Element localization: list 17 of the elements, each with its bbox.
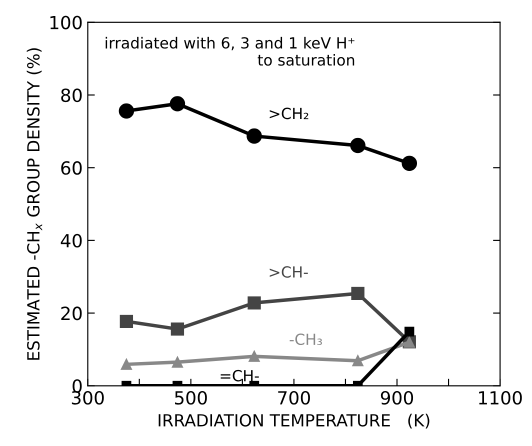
x-tick-label: 900 (380, 390, 414, 405)
y-tick-label: 40 (60, 234, 82, 248)
x-axis-title: IRRADIATION TEMPERATURE (K) (158, 414, 430, 429)
y-tick-label: 80 (61, 88, 82, 102)
series-label: -CH₃ (290, 334, 322, 346)
x-tick-label: 700 (278, 390, 310, 405)
y-tick-label: 20 (61, 306, 82, 320)
x-tick-label: 500 (175, 390, 207, 405)
series-label: =CH- (220, 370, 259, 382)
annotation: irradiated with 6, 3 and 1 keV H⁺ to saturation (106, 36, 354, 66)
y-tick-label: 100 (50, 16, 82, 30)
y-axis-title: ESTIMATED -CH$_{x}$ GROUP DENSITY (%) (26, 48, 42, 360)
x-tick-label: 300 (72, 390, 104, 405)
x-tick-label: 1100 (479, 390, 522, 405)
series-label: >CH₂ (270, 108, 308, 120)
series-label: >CH- (270, 266, 308, 278)
y-tick-label: 60 (61, 161, 82, 175)
